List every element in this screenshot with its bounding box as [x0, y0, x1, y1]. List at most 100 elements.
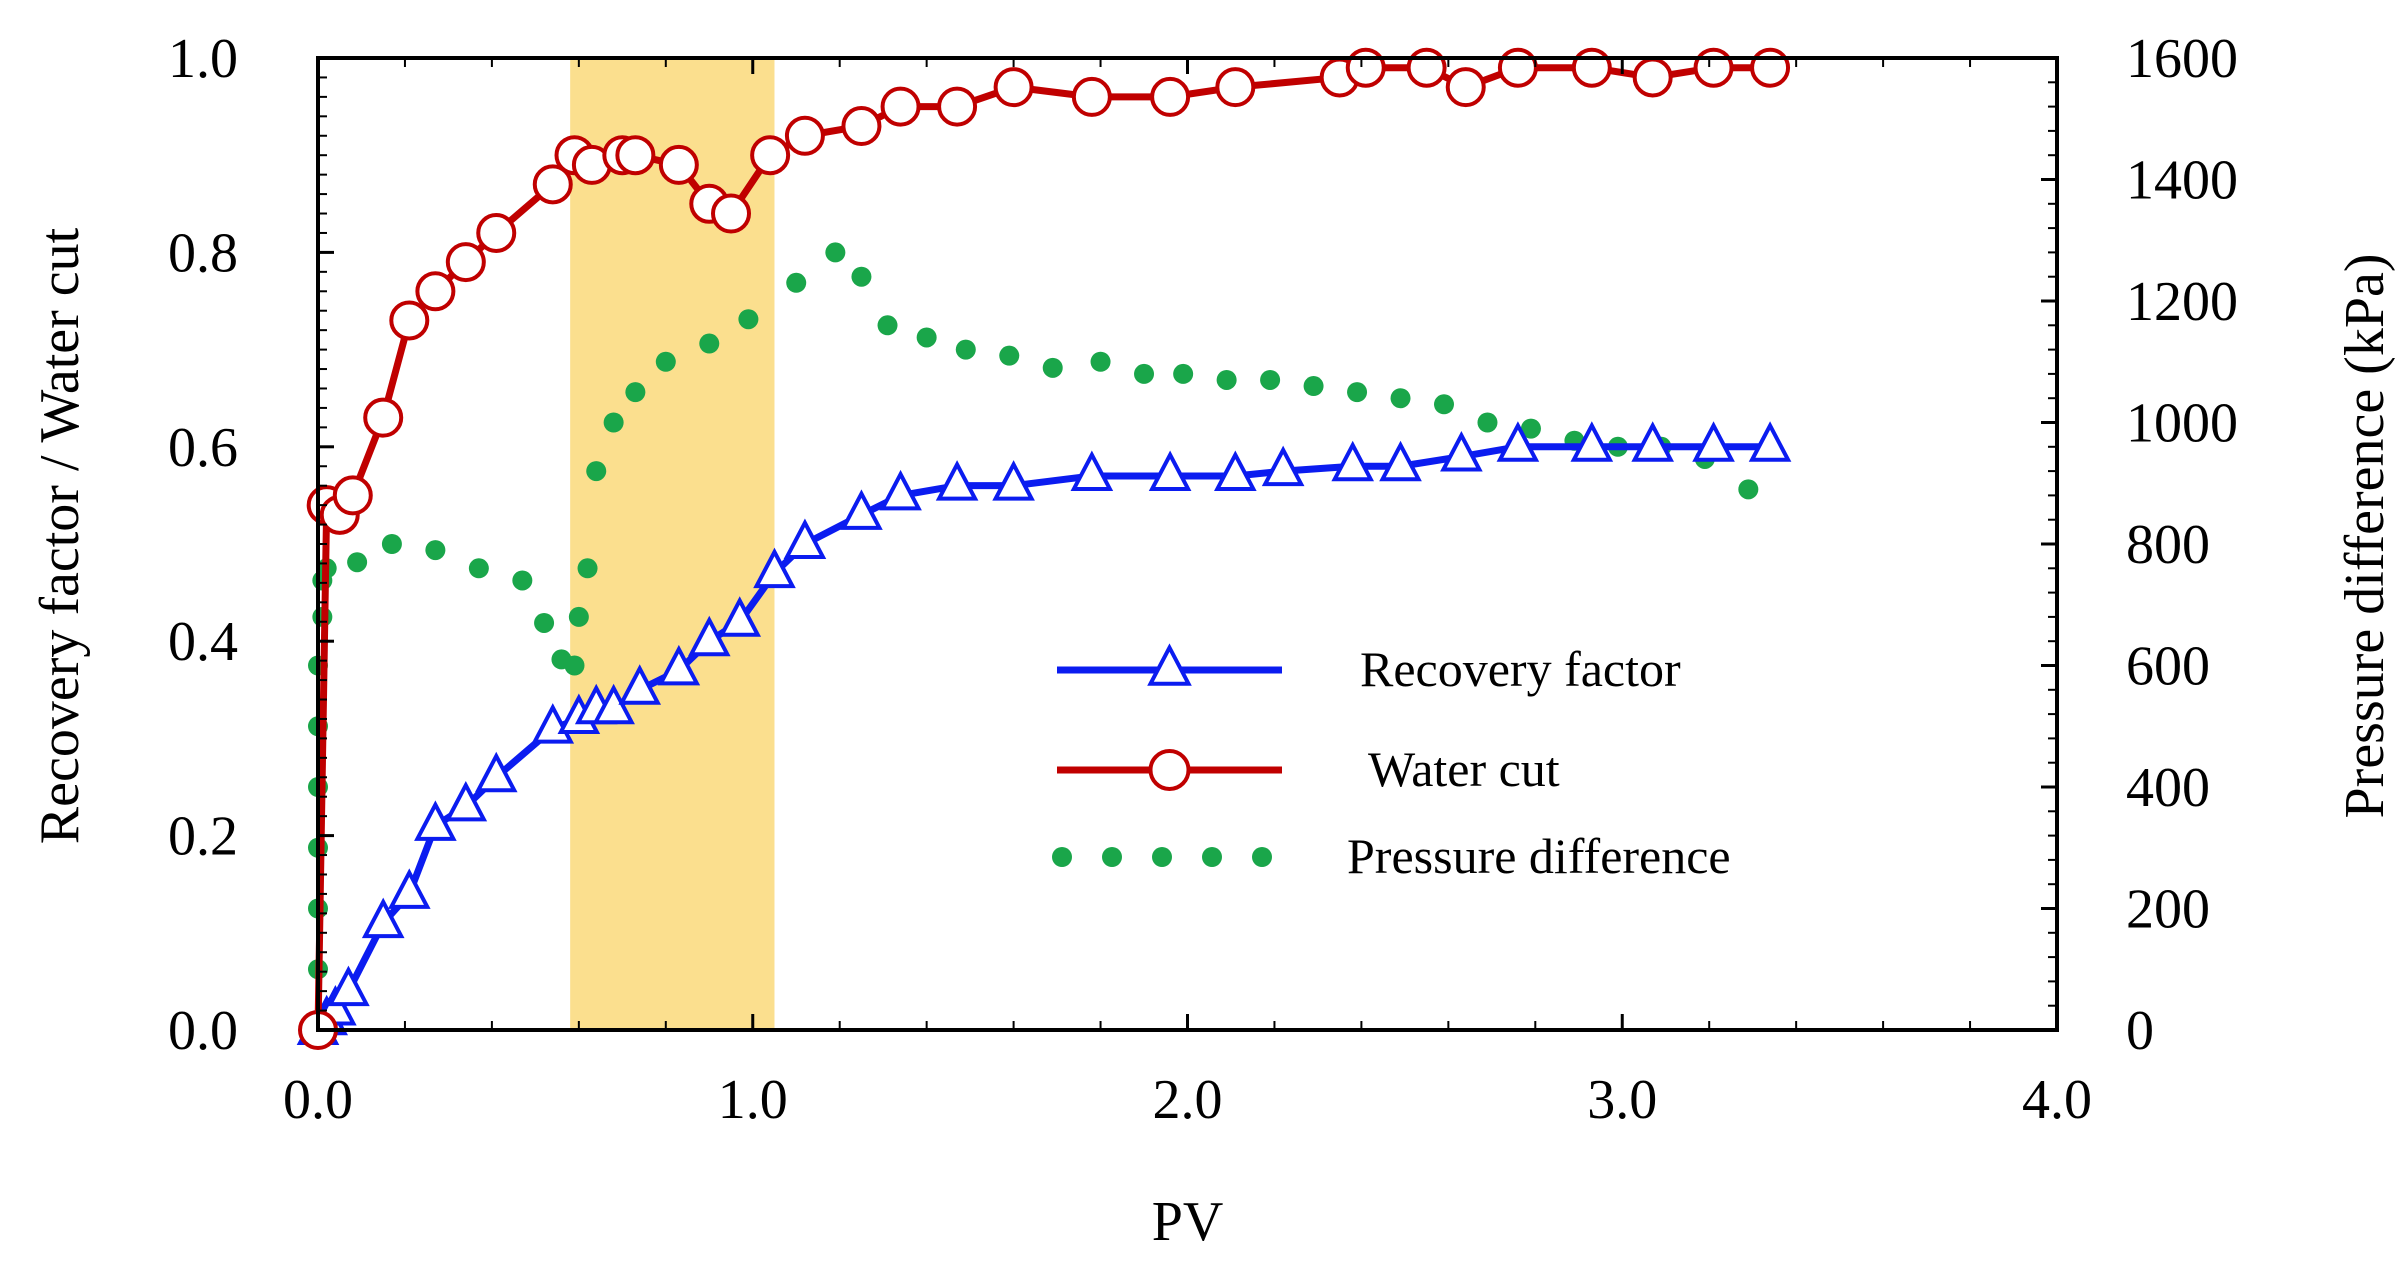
legend-marker-water-cut	[1148, 749, 1191, 791]
recovery-factor-point	[657, 644, 701, 686]
y-right-axis-title: Pressure difference (kPa)	[2334, 254, 2396, 819]
recovery-factor-point	[474, 751, 518, 793]
recovery-factor-point	[1261, 445, 1305, 487]
pressure-difference-point	[1347, 382, 1368, 403]
recovery-factor-point	[992, 460, 1035, 501]
recovery-factor-point	[1070, 450, 1114, 491]
pressure-difference-point	[999, 345, 1020, 366]
recovery-factor-point	[1570, 421, 1614, 462]
pressure-difference-point	[699, 333, 720, 354]
pressure-difference-point	[1520, 418, 1541, 439]
pressure-difference-point	[738, 309, 759, 330]
legend-dot-pressure-difference	[1102, 847, 1122, 867]
recovery-factor-point	[414, 800, 457, 841]
legend-dot-pressure-difference	[1252, 847, 1272, 867]
pressure-difference-point	[877, 315, 898, 336]
recovery-factor-point	[387, 868, 431, 909]
legend-dot-pressure-difference	[1152, 847, 1172, 867]
water-cut-point	[389, 300, 430, 341]
recovery-factor-point	[1440, 431, 1483, 472]
legend-marker-recovery-factor	[1147, 643, 1192, 686]
y-left-tick-label: 1.0	[168, 28, 238, 90]
pressure-difference-point	[625, 382, 646, 403]
water-cut-point	[880, 86, 921, 127]
pressure-difference-point	[568, 606, 589, 627]
legend-label-recovery-factor: Recovery factor	[1360, 641, 1681, 697]
water-cut-point	[1632, 57, 1673, 98]
recovery-factor-point	[361, 897, 405, 939]
series-water-cut	[298, 47, 1791, 1050]
recovery-factor-point	[444, 780, 488, 822]
recovery-factor-point	[1148, 450, 1192, 491]
pressure-difference-point	[1216, 369, 1237, 390]
pressure-difference-point	[1303, 376, 1324, 397]
pressure-difference-point	[381, 534, 402, 554]
y-left-tick-label: 0.0	[168, 1000, 238, 1062]
pressure-difference-point	[1260, 369, 1281, 390]
water-cut-point	[445, 242, 486, 283]
legend-item-water-cut	[1057, 749, 1282, 791]
y-right-tick-label: 200	[2126, 879, 2210, 941]
water-cut-point	[415, 271, 456, 312]
pressure-difference-point	[1042, 357, 1063, 378]
legend-dot-pressure-difference	[1202, 847, 1222, 867]
recovery-factor-point	[753, 547, 796, 589]
water-cut-point	[784, 115, 825, 156]
legend-label-water-cut: Water cut	[1368, 741, 1560, 797]
y-right-tick-label: 1000	[2126, 393, 2238, 455]
pressure-difference-point	[955, 339, 976, 360]
recovery-factor-point	[1496, 421, 1540, 462]
recovery-factor-point	[718, 596, 762, 637]
y-left-tick-label: 0.8	[168, 222, 238, 284]
recovery-factor-point	[327, 965, 370, 1007]
recovery-factor-point	[1331, 440, 1375, 482]
pressure-difference-point	[1134, 363, 1155, 384]
legend-label-pressure-difference: Pressure difference	[1347, 828, 1731, 884]
pressure-difference-point	[603, 412, 624, 433]
pressure-difference-point	[347, 552, 368, 573]
pressure-difference-point	[425, 540, 446, 561]
recovery-factor-point	[1379, 440, 1422, 482]
pressure-difference-point	[534, 612, 555, 633]
recovery-factor-point	[687, 615, 731, 657]
recovery-factor-point	[1748, 421, 1792, 462]
water-cut-point	[993, 67, 1034, 108]
y-right-tick-label: 400	[2126, 757, 2210, 819]
water-cut-point	[332, 475, 373, 516]
recovery-factor-point	[592, 683, 635, 725]
water-cut-point	[1571, 47, 1612, 88]
y-left-tick-label: 0.4	[168, 611, 238, 673]
pressure-difference-point	[1173, 363, 1194, 384]
y-right-tick-label: 1200	[2126, 271, 2238, 333]
water-cut-point	[476, 212, 517, 253]
water-cut-point	[1693, 47, 1734, 88]
series-layer	[296, 47, 1792, 1050]
water-cut-point	[1406, 47, 1447, 88]
water-cut-point	[1345, 47, 1386, 88]
x-tick-label: 3.0	[1587, 1069, 1657, 1131]
water-cut-point	[1071, 76, 1112, 117]
pressure-difference-point	[564, 655, 585, 676]
legend: Recovery factor Water cut Pressure diffe…	[1052, 641, 1731, 884]
y-right-tick-label: 800	[2126, 514, 2210, 576]
legend-dot-pressure-difference	[1052, 847, 1072, 867]
y-right-tick-label: 0	[2126, 1000, 2154, 1062]
water-cut-point	[615, 135, 656, 176]
pressure-difference-point	[655, 351, 676, 372]
water-cut-point	[711, 193, 752, 234]
water-cut-point	[1150, 76, 1191, 117]
recovery-factor-point	[1692, 421, 1735, 462]
series-recovery-factor	[296, 421, 1792, 1045]
legend-item-recovery-factor	[1057, 643, 1282, 686]
pressure-difference-point	[468, 558, 489, 579]
recovery-factor-point	[618, 664, 662, 705]
pressure-difference-point	[1390, 388, 1411, 409]
water-cut-point	[750, 135, 791, 176]
water-cut-point	[1445, 67, 1486, 108]
pressure-difference-point	[577, 558, 598, 579]
water-cut-point	[1215, 67, 1256, 108]
legend-item-pressure-difference	[1052, 847, 1272, 867]
pressure-difference-point	[916, 327, 937, 348]
y-right-tick-label: 1600	[2126, 28, 2238, 90]
